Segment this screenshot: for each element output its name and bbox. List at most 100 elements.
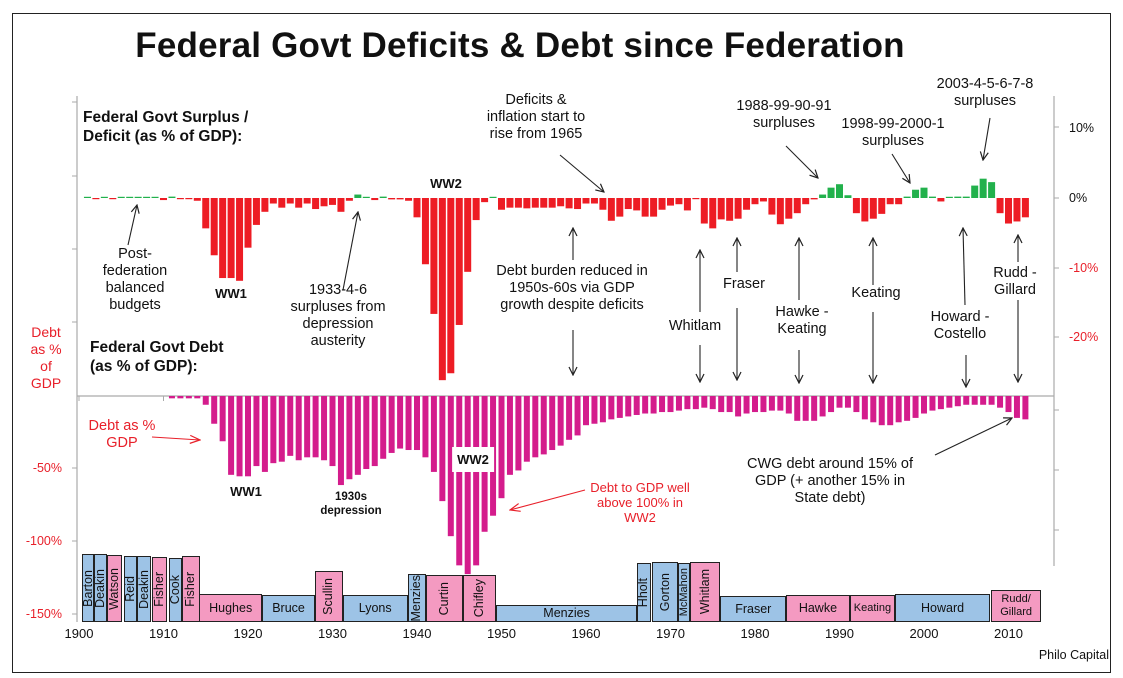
debt-bar [633, 396, 640, 415]
debt-bar [422, 396, 429, 458]
pm-term-box: Cook [168, 558, 183, 622]
deficit-bar [227, 198, 235, 279]
deficit-bar [743, 198, 751, 210]
pm-name: Deakin [94, 568, 107, 608]
debt-bar [1022, 396, 1029, 420]
x-tick-label: 2010 [994, 626, 1023, 641]
debt-bar [861, 396, 868, 420]
annotation-arrow-red [151, 437, 200, 440]
debt-bar [718, 396, 725, 413]
deficit-bar [329, 198, 336, 205]
debt-bar [760, 396, 767, 413]
debt-bar [202, 396, 209, 405]
debt-bar [312, 396, 319, 458]
debt-bar [583, 396, 589, 426]
debt-bar [726, 396, 733, 413]
debt-bar [844, 396, 851, 408]
deficit-bar [421, 198, 429, 265]
debt-bar [506, 396, 513, 475]
surplus-bar [362, 196, 370, 198]
debt-bar [735, 396, 742, 417]
pm-term-box: Fisher [151, 557, 167, 622]
x-tick-label: 1950 [487, 626, 516, 641]
pm-term-box: Keating [849, 595, 896, 622]
deficit-bar [92, 198, 100, 200]
debt-bar [811, 396, 818, 421]
debt-bar [270, 396, 277, 464]
debt-bar [464, 396, 471, 575]
pm-name: Watson [106, 567, 121, 610]
deficit-bar [895, 198, 903, 205]
surplus-bar [971, 185, 979, 198]
pm-term-box: Hawke [786, 595, 850, 622]
x-tick-label: 1930 [318, 626, 347, 641]
debt-bar [878, 396, 885, 426]
debt-bar [321, 396, 328, 461]
debt-bar [853, 396, 860, 413]
debt-bar [1005, 396, 1012, 413]
debt-bar [836, 396, 843, 408]
debt-bar [414, 396, 420, 451]
annotation-ww1-bottom: WW1 [230, 484, 262, 499]
debt-bar [870, 396, 877, 423]
pm-name: Keating [853, 602, 892, 614]
pm-name: Barton [82, 569, 95, 607]
surplus-bar [928, 196, 936, 198]
debt-bar [785, 396, 792, 414]
debt-bar [287, 396, 294, 456]
debt-bar [1013, 396, 1020, 418]
right-tick-label: -10% [1069, 261, 1099, 275]
pm-name: Menzies [543, 606, 590, 620]
annotation-arrow [983, 117, 991, 160]
surplus-panel-label: Federal Govt Surplus / Deficit (as % of … [83, 109, 249, 145]
pm-term-box: Menzies [407, 574, 427, 622]
deficit-bar [751, 198, 759, 205]
annotation-arrow [342, 212, 358, 291]
surplus-bar [827, 187, 835, 198]
deficit-bar [472, 198, 480, 221]
pm-name: Whitlam [697, 569, 712, 615]
debt-bar [963, 396, 970, 405]
debt-bar [346, 396, 353, 480]
deficit-bar [861, 198, 869, 222]
pm-term-box: Scullin [314, 571, 343, 622]
debt-bar [794, 396, 801, 421]
pm-name: Bruce [272, 601, 305, 615]
pm-name: Fisher [151, 572, 166, 607]
debt-bar [574, 396, 581, 436]
left-tick-label: -50% [32, 461, 62, 475]
x-tick-label: 1940 [402, 626, 432, 641]
deficit-bar [236, 198, 244, 281]
pm-term-box: Hughes [198, 594, 263, 622]
deficit-bar [726, 198, 734, 221]
annotation-surpluses-1998: 1998-99-2000-1 surpluses [841, 116, 945, 149]
deficit-bar [219, 198, 227, 279]
pm-name: Hawke [798, 601, 838, 615]
debt-bar [253, 396, 260, 467]
deficit-bar [447, 198, 455, 374]
deficit-bar [523, 198, 531, 209]
debt-bar [692, 396, 699, 410]
pm-name: Chifley [472, 579, 487, 618]
pm-name: Menzies [409, 574, 424, 622]
debt-bar [768, 396, 775, 411]
deficit-bar [413, 198, 421, 218]
deficit-bar [109, 198, 117, 200]
annotation-cwg-debt: CWG debt around 15% of GDP (+ another 15… [746, 456, 914, 506]
surplus-bar [844, 195, 852, 198]
x-tick-label: 2000 [909, 626, 939, 641]
deficit-bar [700, 198, 708, 224]
surplus-deficit-bars [83, 178, 1029, 381]
debt-bar [185, 396, 192, 399]
x-tick-label: 1900 [64, 626, 94, 641]
pm-term-box: McMahon [678, 563, 690, 622]
pm-name: Hholt [636, 577, 651, 608]
right-tick-label: 10% [1069, 121, 1095, 135]
debt-bar [752, 396, 758, 413]
deficit-bar [244, 198, 252, 248]
deficit-bar [337, 198, 345, 212]
deficit-bar [506, 198, 514, 208]
debt-bar [380, 396, 387, 459]
debt-axis-label: Debt as % of GDP [30, 324, 62, 391]
